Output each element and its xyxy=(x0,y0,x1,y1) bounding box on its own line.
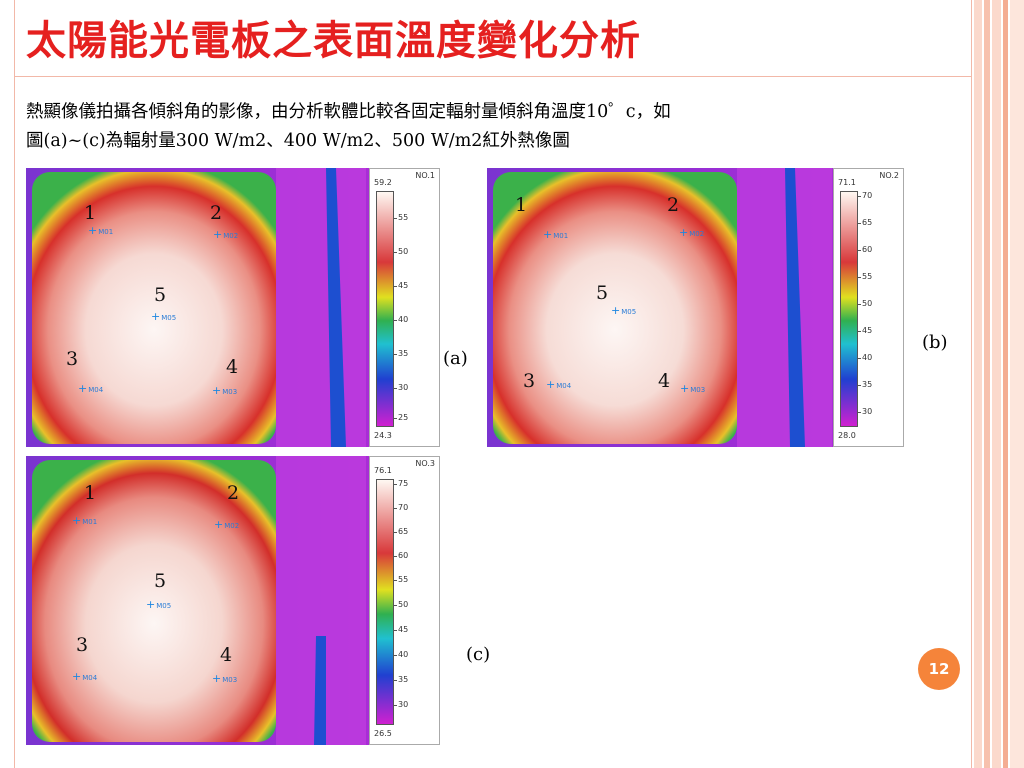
page-number-badge: 12 xyxy=(918,648,960,690)
slide-body-text: 熱顯像儀拍攝各傾斜角的影像，由分析軟體比較各固定輻射量傾斜角溫度10゜c，如 圖… xyxy=(26,98,961,156)
image-number-label: NO.3 xyxy=(415,459,435,468)
scale-max: 59.2 xyxy=(374,178,392,187)
thermal-image-a: NO.1 59.2 55 50 45 40 35 30 25 24.3 xyxy=(26,168,440,447)
measure-marker: +M04 xyxy=(72,670,98,683)
color-scale-c: NO.3 76.1 75 70 65 60 55 50 45 40 35 30 … xyxy=(369,456,440,745)
measure-marker: +M03 xyxy=(680,382,706,395)
scale-tick: 75 xyxy=(392,479,409,488)
scale-tick: 30 xyxy=(856,407,873,416)
measure-marker: +M01 xyxy=(88,224,114,237)
scale-tick: 65 xyxy=(392,527,409,536)
point-label: 3 xyxy=(76,634,89,656)
measure-marker: +M05 xyxy=(151,310,177,323)
image-number-label: NO.2 xyxy=(879,171,899,180)
scale-tick: 35 xyxy=(856,380,873,389)
point-label: 5 xyxy=(154,284,167,306)
scale-max: 76.1 xyxy=(374,466,392,475)
point-label: 4 xyxy=(226,356,239,378)
scale-tick: 40 xyxy=(392,315,409,324)
measure-marker: +M02 xyxy=(214,518,240,531)
color-scale-a: NO.1 59.2 55 50 45 40 35 30 25 24.3 xyxy=(369,168,440,447)
color-scale-b: NO.2 71.1 70 65 60 55 50 45 40 35 30 28.… xyxy=(833,168,904,447)
slide-title: 太陽能光電板之表面溫度變化分析 xyxy=(26,18,641,64)
scale-min: 24.3 xyxy=(374,431,392,440)
caption-b: (b) xyxy=(922,332,948,353)
decorative-stripes xyxy=(974,0,1024,768)
caption-c: (c) xyxy=(466,644,491,665)
scale-tick: 65 xyxy=(856,218,873,227)
measure-marker: +M02 xyxy=(213,228,239,241)
scale-max: 71.1 xyxy=(838,178,856,187)
point-label: 4 xyxy=(220,644,233,666)
scale-tick: 35 xyxy=(392,675,409,684)
scale-tick: 30 xyxy=(392,700,409,709)
scale-tick: 55 xyxy=(392,213,409,222)
measure-marker: +M05 xyxy=(611,304,637,317)
caption-a: (a) xyxy=(443,348,468,369)
body-line-1: 熱顯像儀拍攝各傾斜角的影像，由分析軟體比較各固定輻射量傾斜角溫度10゜c，如 xyxy=(26,102,671,122)
thermal-image-c: NO.3 76.1 75 70 65 60 55 50 45 40 35 30 … xyxy=(26,456,440,745)
scale-tick: 60 xyxy=(856,245,873,254)
point-label: 1 xyxy=(84,482,97,504)
color-scale-gradient xyxy=(376,479,394,725)
scale-tick: 70 xyxy=(856,191,873,200)
scale-tick: 40 xyxy=(856,353,873,362)
color-scale-gradient xyxy=(376,191,394,427)
title-divider xyxy=(14,76,972,77)
image-number-label: NO.1 xyxy=(415,171,435,180)
point-label: 2 xyxy=(210,202,223,224)
scale-tick: 45 xyxy=(392,281,409,290)
thermal-image-b: NO.2 71.1 70 65 60 55 50 45 40 35 30 28.… xyxy=(487,168,904,447)
scale-tick: 50 xyxy=(856,299,873,308)
measure-marker: +M05 xyxy=(146,598,172,611)
point-label: 3 xyxy=(66,348,79,370)
scale-tick: 25 xyxy=(392,413,409,422)
scale-tick: 45 xyxy=(856,326,873,335)
scale-tick: 35 xyxy=(392,349,409,358)
color-scale-gradient xyxy=(840,191,858,427)
scale-min: 28.0 xyxy=(838,431,856,440)
point-label: 5 xyxy=(596,282,609,304)
scale-tick: 55 xyxy=(392,575,409,584)
scale-tick: 50 xyxy=(392,600,409,609)
scale-tick: 60 xyxy=(392,551,409,560)
scale-tick: 50 xyxy=(392,247,409,256)
measure-marker: +M01 xyxy=(72,514,98,527)
point-label: 2 xyxy=(667,194,680,216)
point-label: 5 xyxy=(154,570,167,592)
body-line-2: 圖(a)~(c)為輻射量300 W/m2、400 W/m2、500 W/m2紅外… xyxy=(26,131,570,151)
scale-tick: 70 xyxy=(392,503,409,512)
point-label: 4 xyxy=(658,370,671,392)
scale-tick: 55 xyxy=(856,272,873,281)
scale-tick: 30 xyxy=(392,383,409,392)
measure-marker: +M04 xyxy=(546,378,572,391)
measure-marker: +M02 xyxy=(679,226,705,239)
measure-marker: +M01 xyxy=(543,228,569,241)
point-label: 1 xyxy=(84,202,97,224)
point-label: 2 xyxy=(227,482,240,504)
measure-marker: +M03 xyxy=(212,672,238,685)
scale-tick: 45 xyxy=(392,625,409,634)
point-label: 1 xyxy=(515,194,528,216)
measure-marker: +M03 xyxy=(212,384,238,397)
scale-tick: 40 xyxy=(392,650,409,659)
scale-min: 26.5 xyxy=(374,729,392,738)
measure-marker: +M04 xyxy=(78,382,104,395)
point-label: 3 xyxy=(523,370,536,392)
